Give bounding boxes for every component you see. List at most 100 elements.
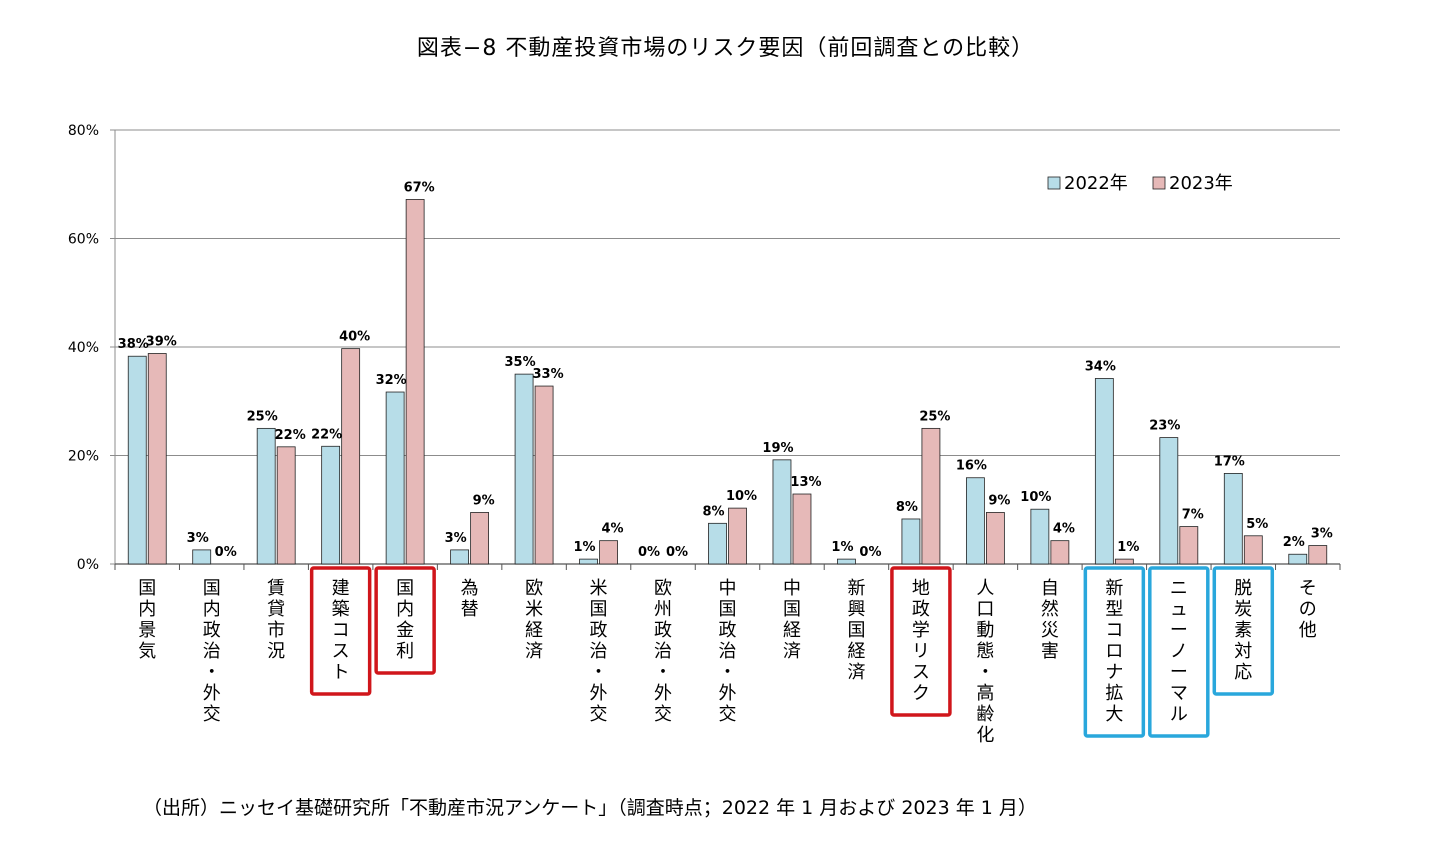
data-label: 25% [919,409,950,424]
x-tick-label: 脱炭素対応 [1234,578,1252,683]
x-tick-label: ニューノーマル [1170,578,1188,725]
bar-2023年-自然災害 [1050,540,1070,565]
data-label: 0% [666,545,688,560]
x-tick-label: 中国政治・外交 [719,578,737,725]
x-tick-label: 自然災害 [1041,578,1059,662]
bar-2023年-国内金利 [405,199,425,565]
bar-2022年-地政学リスク [901,518,921,565]
data-label: 22% [311,427,342,442]
bar-2022年-欧米経済 [514,373,534,565]
label-layer: 38%39% 国内景気 3% 0% 国内政治・外交 25% 22% 賃貸市況 22% 40% 建築コ… [118,180,1333,746]
x-tick-label: 為替 [461,578,479,620]
data-label: 13% [790,475,821,490]
data-label: 40% [339,330,370,345]
bar-2023年-人口動態・高齢化 [985,512,1005,565]
legend-swatch [1047,176,1061,190]
data-label: 38% [118,337,149,352]
bar-2022年-国内景気 [127,355,147,565]
data-label: 9% [988,493,1010,508]
data-label: 5% [1246,517,1268,532]
bar-2022年-中国経済 [772,459,792,565]
data-label: 33% [533,367,564,382]
data-label: 0% [859,545,881,560]
x-tick-label: 地政学リスク [912,578,930,704]
source-note: （出所）ニッセイ基礎研究所「不動産市況アンケート」（調査時点；2022 年 1 … [143,797,1037,819]
x-tick-label: 新興国経済 [847,578,865,683]
data-label: 39% [146,335,177,350]
x-tick-label: 中国経済 [783,578,801,662]
y-tick-label: 20% [68,449,99,465]
y-tick-label: 60% [68,232,99,248]
highlight-frame-blue [1083,566,1146,738]
legend-label: 2023年 [1169,173,1233,194]
y-tick-label: 40% [68,340,99,356]
x-tick-label: 人口動態・高齢化 [976,578,994,746]
data-label: 10% [726,489,757,504]
legend-label: 2022年 [1064,173,1128,194]
data-label: 1% [831,540,853,555]
bar-2023年-新型コロナ拡大 [1114,558,1134,565]
bar-2022年-ニューノーマル [1159,437,1179,565]
x-tick-label: 建築コスト [332,578,350,683]
data-label: 17% [1214,454,1245,469]
data-label: 10% [1020,490,1051,505]
data-label: 2% [1283,535,1305,550]
data-label: 9% [473,493,495,508]
bar-2023年-国内景気 [147,353,167,565]
bar-2022年-新興国経済 [837,558,856,565]
x-tick-label: 欧州政治・外交 [654,578,672,725]
y-tick-label: 80% [68,123,99,139]
data-label: 22% [275,428,306,443]
bar-2022年-脱炭素対応 [1223,473,1243,565]
x-tick-label: 国内金利 [396,578,414,662]
bar-2022年-人口動態・高齢化 [965,477,985,565]
highlight-frame-red [309,566,372,696]
bar-2022年-その他 [1288,553,1308,565]
data-label: 3% [1311,527,1333,542]
bar-2023年-建築コスト [341,348,361,565]
highlight-frame-red [890,566,952,717]
data-label: 23% [1149,419,1180,434]
highlight-frame-blue [1212,566,1275,696]
bar-2022年-建築コスト [321,445,341,565]
bar-2022年-自然災害 [1030,508,1050,565]
chart-title: 図表−8 不動産投資市場のリスク要因（前回調査との比較） [416,36,1035,61]
data-label: 16% [956,459,987,474]
legend: 2022年 2023年 [1047,173,1233,194]
highlight-frame-blue [1148,566,1210,738]
x-tick-label: 新型コロナ拡大 [1105,578,1123,725]
data-label: 1% [1117,540,1139,555]
data-label: 32% [376,373,407,388]
bar-2023年-地政学リスク [921,427,941,565]
data-label: 8% [702,504,724,519]
data-label: 25% [247,409,278,424]
highlight-frame-red [374,566,436,675]
bar-layer [127,199,1328,565]
grid-layer: 0% 20% 40% 60% 80% [68,123,1341,573]
data-label: 0% [215,545,237,560]
data-label: 67% [404,180,435,195]
x-tick-label: 欧米経済 [525,578,543,662]
x-tick-label: 米国政治・外交 [590,578,608,725]
data-label: 35% [505,355,536,370]
data-label: 34% [1085,359,1116,374]
x-tick-label: 国内政治・外交 [203,578,221,725]
bar-2022年-為替 [450,549,470,565]
bar-2022年-米国政治・外交 [579,558,598,565]
data-label: 8% [896,500,918,515]
x-tick-label: 国内景気 [138,578,156,662]
data-label: 1% [574,540,596,555]
data-label: 3% [187,531,209,546]
bar-2023年-米国政治・外交 [599,540,618,565]
x-tick-label: その他 [1299,578,1317,641]
bar-2023年-為替 [470,512,490,565]
data-label: 4% [602,522,624,537]
bar-2023年-脱炭素対応 [1243,535,1263,565]
bar-2022年-賃貸市況 [256,427,276,565]
bar-2022年-国内政治・外交 [192,549,212,565]
bar-2023年-賃貸市況 [276,446,296,565]
data-label: 3% [445,531,467,546]
data-label: 7% [1182,508,1204,523]
bar-2022年-国内金利 [385,391,405,565]
